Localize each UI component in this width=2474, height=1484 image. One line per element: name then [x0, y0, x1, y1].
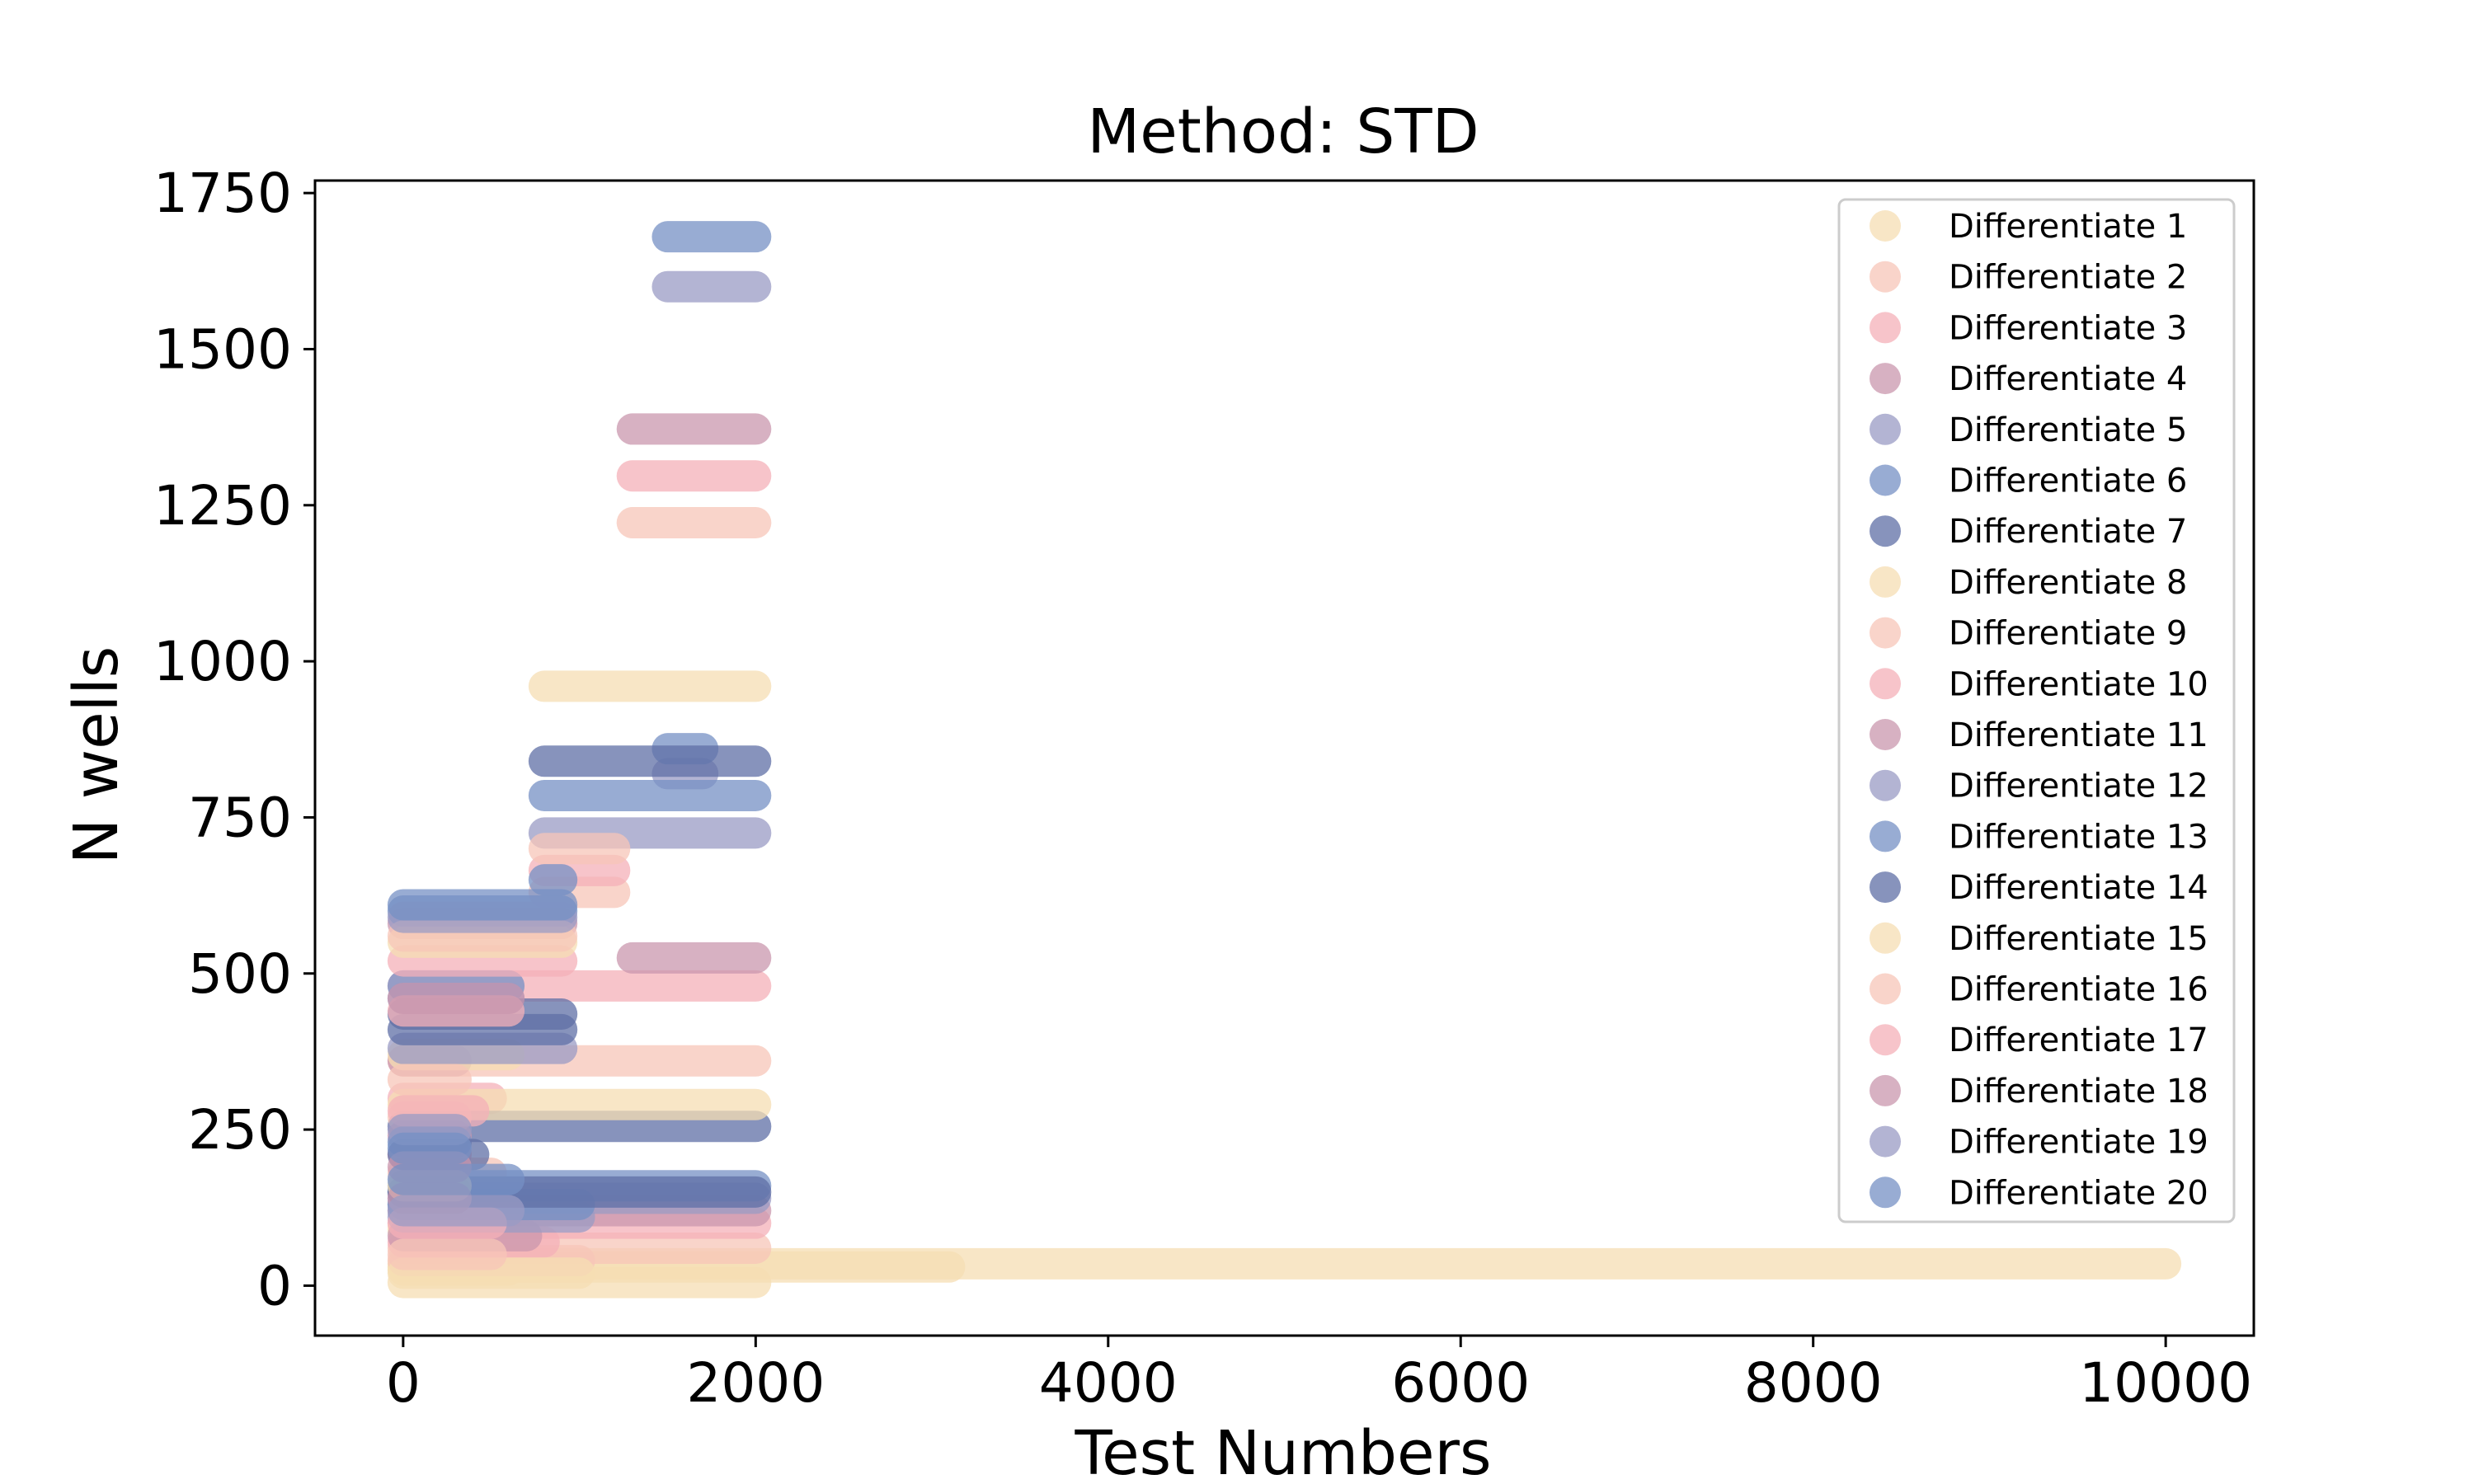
legend-marker	[1870, 312, 1901, 344]
legend-marker	[1870, 1024, 1901, 1056]
series-20	[387, 889, 578, 1195]
legend-marker	[1870, 1176, 1901, 1209]
legend-marker	[1870, 413, 1901, 445]
legend-item: Differentiate 15	[1870, 920, 2208, 958]
legend-frame	[1837, 198, 2236, 1223]
legend-marker	[1870, 515, 1901, 547]
legend-marker	[1870, 1074, 1901, 1106]
y-tick-label: 0	[257, 1254, 292, 1317]
x-tick-label: 0	[386, 1351, 421, 1415]
legend-marker	[1870, 261, 1901, 293]
legend-label: Differentiate 16	[1949, 971, 2208, 1009]
x-tick-label: 10000	[2079, 1351, 2252, 1415]
chart-title: Method: STD	[1087, 96, 1479, 167]
y-tick-label: 500	[188, 942, 292, 1006]
legend-label: Differentiate 1	[1949, 208, 2187, 246]
legend-marker	[1870, 566, 1901, 598]
legend-marker	[1870, 210, 1901, 242]
legend-item: Differentiate 1	[1870, 208, 2187, 246]
legend-marker	[1870, 464, 1901, 496]
legend-label: Differentiate 13	[1949, 818, 2208, 856]
series-16	[387, 920, 578, 1270]
legend-label: Differentiate 18	[1949, 1073, 2208, 1111]
legend-item: Differentiate 6	[1870, 463, 2187, 500]
legend-item: Differentiate 20	[1870, 1174, 2208, 1212]
legend-item: Differentiate 17	[1870, 1021, 2208, 1059]
legend-label: Differentiate 15	[1949, 920, 2208, 958]
legend-label: Differentiate 3	[1949, 309, 2187, 347]
legend-item: Differentiate 18	[1870, 1073, 2208, 1111]
y-axis-label: N wells	[61, 646, 132, 865]
y-tick-label: 1500	[153, 317, 292, 381]
legend-item: Differentiate 16	[1870, 971, 2208, 1009]
plot-frame	[313, 179, 2255, 1337]
y-tick-label: 750	[188, 786, 292, 849]
legend-item: Differentiate 11	[1870, 716, 2208, 754]
legend-marker	[1870, 668, 1901, 700]
legend: Differentiate 1 Differentiate 2 Differenti…	[1837, 198, 2236, 1223]
y-tick-label: 1750	[153, 162, 292, 225]
legend-label: Differentiate 14	[1949, 869, 2208, 907]
x-axis-ticks: 0 2000 4000 6000 8000 10000	[386, 1336, 2252, 1415]
legend-label: Differentiate 8	[1949, 564, 2187, 602]
y-tick-label: 1250	[153, 474, 292, 538]
legend-marker	[1870, 1125, 1901, 1158]
legend-item: Differentiate 10	[1870, 665, 2208, 703]
data-marks	[387, 221, 2182, 1298]
legend-label: Differentiate 17	[1949, 1021, 2208, 1059]
legend-label: Differentiate 7	[1949, 513, 2187, 551]
legend-item: Differentiate 14	[1870, 869, 2208, 907]
legend-label: Differentiate 20	[1949, 1174, 2208, 1212]
legend-label: Differentiate 5	[1949, 411, 2187, 449]
legend-marker	[1870, 871, 1901, 904]
legend-item: Differentiate 8	[1870, 564, 2187, 602]
legend-label: Differentiate 11	[1949, 716, 2208, 754]
legend-item: Differentiate 9	[1870, 615, 2187, 653]
x-tick-label: 8000	[1744, 1351, 1883, 1415]
legend-label: Differentiate 9	[1949, 615, 2187, 653]
x-axis-label: Test Numbers	[1074, 1418, 1491, 1484]
legend-item: Differentiate 3	[1870, 309, 2187, 347]
legend-label: Differentiate 4	[1949, 360, 2187, 398]
legend-marker	[1870, 617, 1901, 649]
legend-label: Differentiate 12	[1949, 768, 2208, 805]
legend-item: Differentiate 2	[1870, 259, 2187, 297]
y-axis-ticks: 0 250 500 750 1000 1250 1500 1750	[153, 162, 315, 1317]
y-tick-label: 1000	[153, 630, 292, 693]
legend-marker	[1870, 719, 1901, 750]
legend-item: Differentiate 5	[1870, 411, 2187, 449]
legend-marker	[1870, 973, 1901, 1005]
legend-label: Differentiate 6	[1949, 463, 2187, 500]
legend-marker	[1870, 820, 1901, 852]
legend-label: Differentiate 19	[1949, 1124, 2208, 1162]
legend-item: Differentiate 7	[1870, 513, 2187, 551]
legend-item: Differentiate 19	[1870, 1124, 2208, 1162]
legend-marker	[1870, 769, 1901, 801]
x-tick-label: 4000	[1039, 1351, 1178, 1415]
x-tick-label: 2000	[686, 1351, 825, 1415]
legend-marker	[1870, 922, 1901, 954]
legend-label: Differentiate 2	[1949, 259, 2187, 297]
legend-item: Differentiate 12	[1870, 768, 2208, 805]
x-tick-label: 6000	[1391, 1351, 1530, 1415]
legend-marker	[1870, 363, 1901, 395]
y-tick-label: 250	[188, 1098, 292, 1162]
legend-label: Differentiate 10	[1949, 665, 2208, 703]
legend-item: Differentiate 13	[1870, 818, 2208, 856]
legend-item: Differentiate 4	[1870, 360, 2187, 398]
